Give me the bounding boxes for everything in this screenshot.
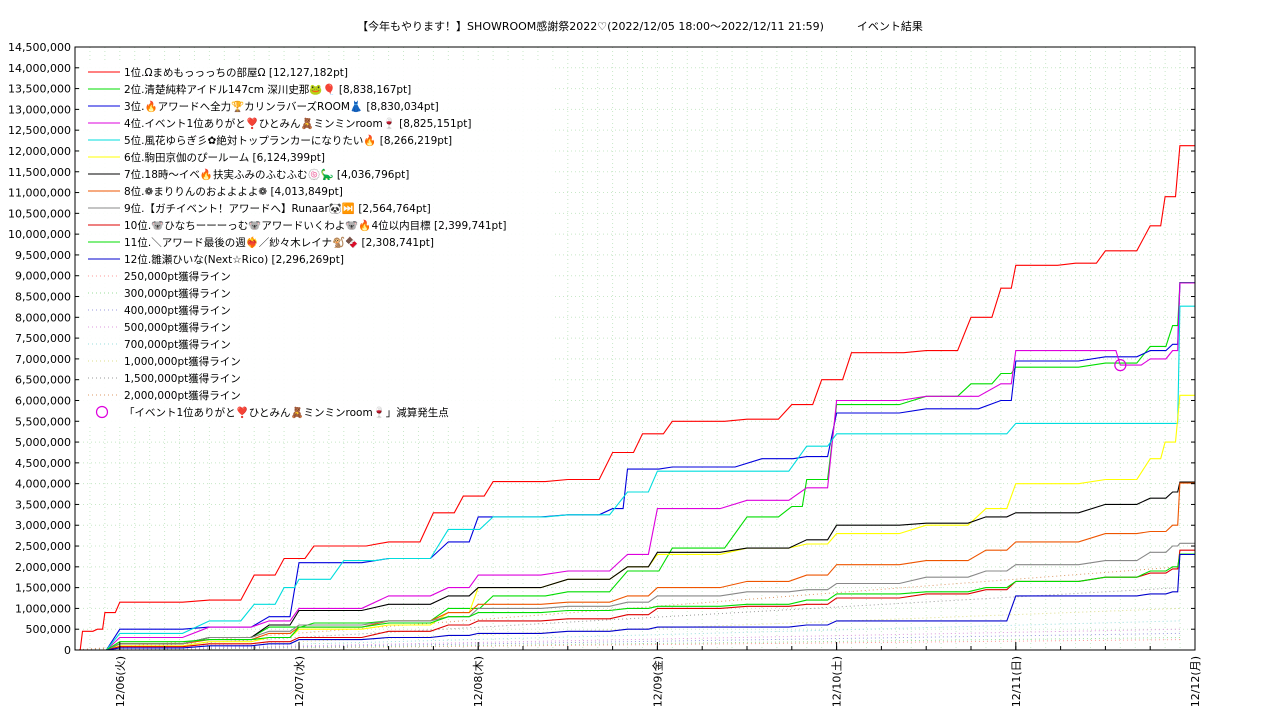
y-tick-label: 1,500,000 (15, 582, 71, 595)
legend-entry: 1位.Ωまめもっっっちの部屋Ω [12,127,182pt] (124, 66, 348, 79)
y-tick-label: 13,000,000 (8, 103, 71, 116)
legend-background (80, 62, 555, 427)
y-tick-label: 6,500,000 (15, 374, 71, 387)
legend-annotation-entry: 「イベント1位ありがと❣️ひとみん🧸ミンミンroom🍷」減算発生点 (124, 406, 449, 419)
y-tick-label: 11,000,000 (8, 187, 71, 200)
x-tick-label: 12/11(日) (1010, 656, 1023, 707)
legend-entry: 1,500,000pt獲得ライン (124, 372, 241, 385)
y-tick-label: 3,500,000 (15, 498, 71, 511)
x-tick-label: 12/06(火) (114, 656, 127, 707)
series-line (75, 542, 1195, 651)
y-tick-label: 11,500,000 (8, 166, 71, 179)
series-line (75, 553, 1195, 651)
legend-entry: 700,000pt獲得ライン (124, 338, 231, 351)
y-tick-label: 6,000,000 (15, 394, 71, 407)
reference-line (74, 566, 1180, 651)
legend-entry: 4位.イベント1位ありがと❣️ひとみん🧸ミンミンroom🍷 [8,825,151… (124, 117, 472, 130)
annotation (1114, 359, 1127, 372)
y-tick-label: 10,000,000 (8, 228, 71, 241)
y-tick-label: 8,000,000 (15, 311, 71, 324)
legend-entry: 7位.18時〜イベ🔥扶実ふみのふむふむ🍥🦕 [4,036,796pt] (124, 168, 409, 181)
chart-title: 【今年もやります！】SHOWROOM感謝祭2022♡(2022/12/05 18… (357, 20, 923, 33)
reference-line (74, 628, 1180, 651)
y-tick-label: 5,500,000 (15, 415, 71, 428)
y-tick-label: 13,500,000 (8, 83, 71, 96)
plot-frame (74, 46, 1196, 651)
series-line (75, 282, 1195, 651)
series-line (75, 394, 1195, 651)
series-line (75, 282, 1195, 651)
legend-entry: 10位.🐨ひなちーーーっむ🐨アワードいくわよ🐨🔥4位以内目標 [2,399,74… (124, 219, 506, 232)
y-tick-label: 0 (64, 644, 71, 657)
x-tick-label: 12/09(金) (650, 656, 664, 707)
legend-entry: 11位.＼アワード最後の週❤️‍🔥／紗々木レイナ🐒🍫 [2,308,741pt] (124, 236, 434, 249)
annotation-marker (1114, 359, 1127, 372)
legend-entry: 300,000pt獲得ライン (124, 287, 231, 300)
y-tick-label: 12,000,000 (8, 145, 71, 158)
y-tick-label: 5,000,000 (15, 436, 71, 449)
legend: 1位.Ωまめもっっっちの部屋Ω [12,127,182pt] 2位.清楚純粋アイド… (80, 62, 555, 427)
reference-line (74, 632, 1180, 651)
y-tick-label: 9,500,000 (15, 249, 71, 262)
y-tick-label: 8,500,000 (15, 291, 71, 304)
series-lines (75, 145, 1195, 651)
legend-entry: 9位.【ガチイベント！アワードへ】Runaar🐼⏭️ [2,564,764pt] (124, 202, 431, 215)
y-tick-label: 9,000,000 (15, 270, 71, 283)
y-tick-label: 2,500,000 (15, 540, 71, 553)
legend-entry: 2位.清楚純粋アイドル147cm 深川史那🐸🎈 [8,838,167pt] (124, 83, 411, 96)
legend-entry: 500,000pt獲得ライン (124, 321, 231, 334)
axes: 0 500,000 1,000,000 1,500,000 2,000,000 2,500… (8, 41, 1202, 707)
series-line (75, 553, 1195, 651)
series-line (75, 145, 1195, 651)
x-tick-label: 12/10(土) (831, 656, 844, 707)
series-line (75, 305, 1195, 651)
legend-entry: 400,000pt獲得ライン (124, 304, 231, 317)
legend-entry: 8位.❁まりりんのおよよよよ❁ [4,013,849pt] (124, 185, 343, 198)
legend-entry: 5位.風花ゆらぎ彡✿絶対トップランカーになりたい🔥 [8,266,219pt] (124, 134, 452, 147)
y-tick-label: 1,000,000 (15, 602, 71, 615)
y-tick-label: 10,500,000 (8, 207, 71, 220)
reference-line (74, 637, 1180, 651)
legend-entry: 6位.駒田京伽のぴールーム [6,124,399pt] (124, 151, 325, 164)
x-tick-label: 12/08(木) (472, 656, 485, 707)
x-tick-label: 12/12(月) (1189, 656, 1202, 707)
y-tick-label: 14,500,000 (8, 41, 71, 54)
y-tick-label: 3,000,000 (15, 519, 71, 532)
legend-entry: 12位.雛瀬ひいな(Next☆Rico) [2,296,269pt] (124, 253, 344, 266)
legend-entry: 3位.🔥アワードへ全力🏆カリンラバーズROOM👗 [8,830,034pt] (124, 100, 439, 113)
y-tick-label: 7,500,000 (15, 332, 71, 345)
legend-annotation-marker (95, 405, 109, 419)
y-tick-label: 4,500,000 (15, 457, 71, 470)
x-tick-label: 12/07(水) (293, 656, 306, 707)
y-tick-label: 4,000,000 (15, 478, 71, 491)
y-tick-label: 12,500,000 (8, 124, 71, 137)
y-tick-label: 14,000,000 (8, 62, 71, 75)
legend-entry: 2,000,000pt獲得ライン (124, 389, 241, 402)
reference-line (74, 587, 1180, 651)
series-line (75, 281, 1195, 651)
legend-entry: 1,000,000pt獲得ライン (124, 355, 241, 368)
series-line (75, 481, 1195, 651)
legend-entry: 250,000pt獲得ライン (124, 270, 231, 283)
y-tick-label: 2,000,000 (15, 561, 71, 574)
y-tick-label: 500,000 (26, 623, 72, 636)
series-line (75, 482, 1195, 651)
y-tick-label: 7,000,000 (15, 353, 71, 366)
